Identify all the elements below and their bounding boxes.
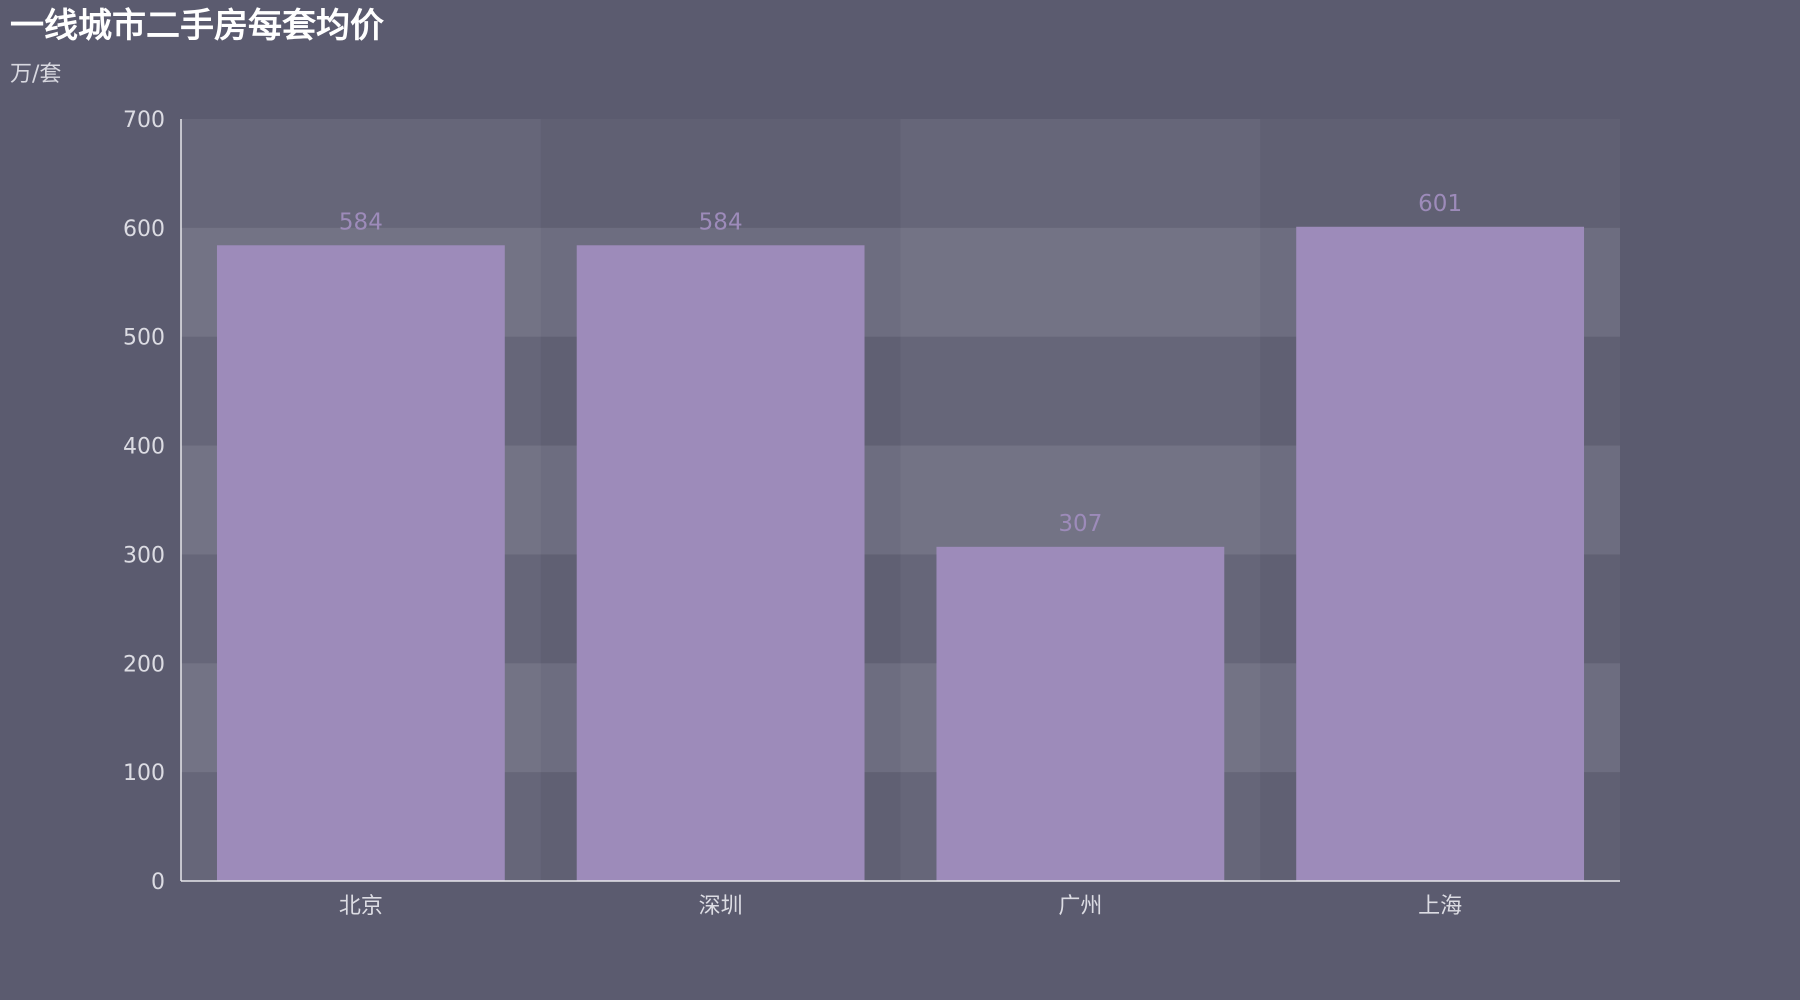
y-axis-ticks: 0 100 200 300 400 500 600 700 — [123, 108, 165, 895]
axes — [180, 119, 1620, 882]
y-tick-label-5: 500 — [123, 326, 165, 351]
bar-0[interactable] — [216, 245, 505, 881]
y-tick-label-2: 200 — [123, 652, 165, 677]
bar-1[interactable] — [576, 245, 865, 881]
bar-3[interactable] — [1296, 226, 1585, 882]
chart-title: 一线城市二手房每套均价 — [10, 6, 384, 46]
x-tick-label-1: 深圳 — [699, 894, 743, 919]
data-label-0: 584 — [339, 209, 383, 235]
y-tick-label-6: 600 — [123, 217, 165, 242]
y-tick-label-0: 0 — [151, 870, 165, 895]
data-label-1: 584 — [699, 209, 743, 235]
data-label-3: 601 — [1418, 191, 1462, 217]
x-tick-label-2: 广州 — [1058, 894, 1102, 919]
y-tick-label-4: 400 — [123, 435, 165, 460]
x-tick-label-3: 上海 — [1418, 894, 1462, 919]
data-label-2: 307 — [1058, 511, 1102, 537]
x-tick-label-0: 北京 — [339, 894, 383, 919]
data-labels: 584 584 307 601 — [339, 191, 1462, 537]
x-axis-ticks: 北京 深圳 广州 上海 — [339, 894, 1462, 919]
y-tick-label-3: 300 — [123, 543, 165, 568]
y-tick-label-7: 700 — [123, 108, 165, 133]
bars — [216, 226, 1585, 882]
bar-2[interactable] — [936, 546, 1225, 881]
y-tick-label-1: 100 — [123, 761, 165, 786]
chart-subtitle: 万/套 — [10, 62, 62, 87]
